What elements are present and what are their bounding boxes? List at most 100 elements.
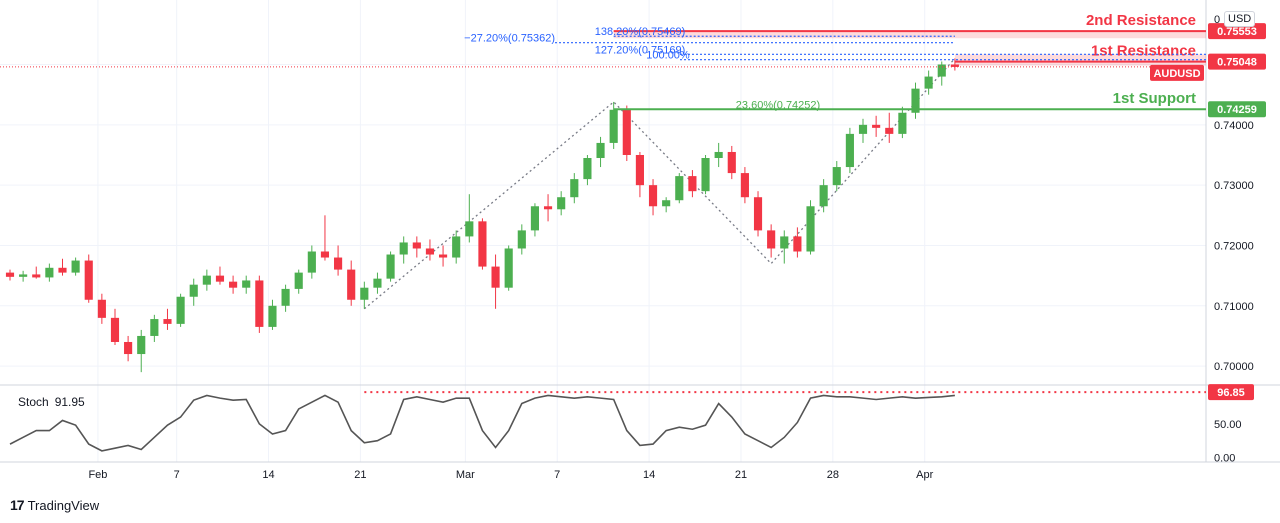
candle-body bbox=[662, 200, 671, 207]
candle bbox=[45, 263, 54, 282]
candle-body bbox=[648, 185, 658, 207]
candle-body bbox=[373, 278, 382, 288]
stoch-badge: 96.85 bbox=[1208, 384, 1254, 401]
fib-label: 100.00% bbox=[646, 50, 690, 62]
candle bbox=[517, 224, 526, 255]
candle bbox=[806, 200, 815, 255]
brand[interactable]: 17 TradingView bbox=[10, 497, 99, 513]
candle bbox=[255, 275, 264, 333]
candle-body bbox=[124, 341, 133, 355]
resistance-zone bbox=[613, 30, 1206, 39]
candle bbox=[439, 245, 448, 267]
candle-body bbox=[557, 197, 566, 210]
candle-body bbox=[806, 206, 815, 252]
level-badge-bg bbox=[1208, 101, 1266, 118]
candle bbox=[570, 173, 579, 204]
candle bbox=[858, 118, 868, 143]
candle bbox=[163, 308, 172, 330]
candle-body bbox=[110, 317, 120, 342]
candle bbox=[242, 275, 251, 294]
candle-body bbox=[97, 299, 106, 318]
level-badge: 0.75553 bbox=[1208, 23, 1266, 40]
time-axis: Feb 7 14 21 Mar 7 14 21 28 Apr bbox=[88, 469, 933, 481]
candle-body bbox=[688, 176, 697, 192]
candle-body bbox=[58, 267, 67, 273]
candle-body bbox=[84, 260, 93, 300]
candle bbox=[307, 245, 316, 279]
candle-body bbox=[189, 284, 198, 297]
candle-body bbox=[491, 266, 500, 288]
candle bbox=[229, 275, 238, 294]
candle bbox=[5, 269, 15, 281]
candle-body bbox=[543, 206, 553, 210]
candle-body bbox=[911, 88, 920, 113]
candle bbox=[950, 58, 959, 71]
candle-body bbox=[294, 272, 303, 289]
candle bbox=[753, 191, 763, 237]
candle bbox=[675, 173, 684, 204]
fib-labels: 138.20%(0.75469) −27.20%(0.75362) 127.20%(… bbox=[464, 26, 1206, 112]
candle bbox=[740, 167, 749, 204]
fib-label: 23.60%(0.74252) bbox=[736, 100, 820, 112]
candle-body bbox=[281, 288, 290, 306]
candle bbox=[767, 224, 776, 258]
stochastic-panel: Stoch 91.95 50.00 0.00 bbox=[9, 391, 1242, 465]
candle bbox=[491, 254, 500, 309]
candle-body bbox=[714, 151, 723, 159]
stoch-badge-text: 96.85 bbox=[1217, 387, 1245, 399]
time-tick: 7 bbox=[554, 469, 560, 481]
candle bbox=[202, 269, 211, 291]
candle-body bbox=[530, 206, 539, 231]
time-tick: 21 bbox=[735, 469, 747, 481]
candle bbox=[137, 329, 146, 373]
candle-body bbox=[242, 280, 251, 288]
candle bbox=[412, 236, 421, 258]
candle bbox=[84, 254, 93, 303]
stoch-tick: 0.00 bbox=[1214, 453, 1235, 465]
candle-body bbox=[334, 257, 343, 270]
stoch-label: Stoch 91.95 bbox=[18, 395, 85, 409]
candle-body bbox=[412, 242, 421, 249]
candle-body bbox=[229, 281, 238, 288]
candle bbox=[347, 260, 356, 306]
candle-body bbox=[465, 221, 474, 237]
price-badges: 0.75553 0.75048 0.74259 AUDUSD 96.85 bbox=[1150, 23, 1266, 401]
candle-body bbox=[675, 176, 684, 201]
symbol-badge-text: AUDUSD bbox=[1153, 68, 1200, 80]
candle bbox=[71, 257, 80, 276]
candle-body bbox=[819, 185, 828, 207]
price-tick: 0.74000 bbox=[1214, 120, 1254, 132]
candle bbox=[176, 293, 185, 327]
fib-label: 138.20%(0.75469) bbox=[595, 26, 686, 38]
candle bbox=[819, 179, 828, 213]
time-tick: Mar bbox=[456, 469, 475, 481]
symbol-badge: AUDUSD bbox=[1150, 64, 1204, 81]
candle bbox=[110, 308, 120, 345]
candle bbox=[97, 293, 106, 324]
fib-label: −27.20%(0.75362) bbox=[464, 33, 555, 45]
time-tick: 14 bbox=[643, 469, 655, 481]
candle-body bbox=[937, 64, 946, 77]
candle bbox=[294, 269, 303, 294]
candle bbox=[898, 106, 907, 139]
fib-label: 127.20%(0.75169) bbox=[595, 44, 686, 56]
candle bbox=[924, 70, 933, 95]
candle-body bbox=[924, 76, 933, 89]
candle bbox=[124, 335, 133, 362]
candle-body bbox=[570, 179, 579, 198]
currency-button[interactable]: USD bbox=[1224, 11, 1256, 27]
symbol-badge-bg bbox=[1150, 64, 1204, 81]
stoch-name: Stoch bbox=[18, 395, 49, 409]
candle bbox=[399, 236, 408, 264]
candle bbox=[596, 136, 605, 168]
candle-body bbox=[898, 112, 907, 134]
time-tick: Apr bbox=[916, 469, 933, 481]
candle-body bbox=[845, 133, 854, 168]
time-tick: 21 bbox=[354, 469, 366, 481]
candle bbox=[32, 266, 41, 279]
candle-body bbox=[150, 319, 159, 336]
candle bbox=[688, 170, 697, 198]
candle bbox=[872, 115, 881, 137]
candle-body bbox=[452, 236, 461, 258]
candle bbox=[189, 278, 198, 306]
